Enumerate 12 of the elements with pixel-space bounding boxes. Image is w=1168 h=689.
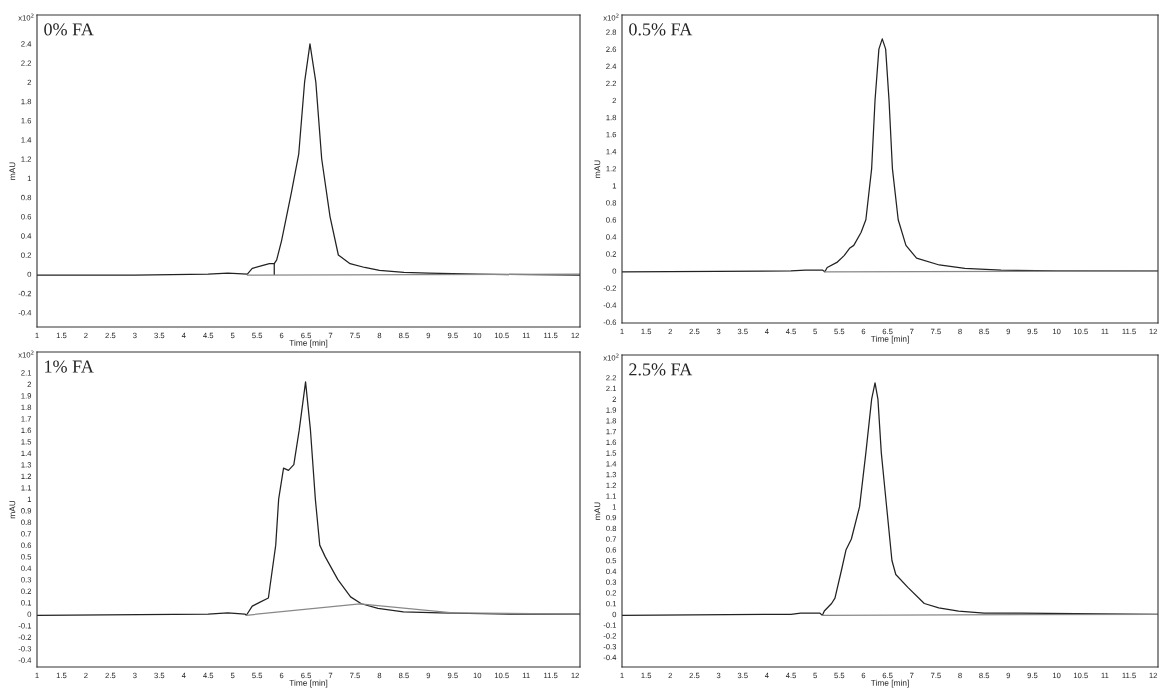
y-axis-title: mAU <box>594 502 601 520</box>
x-axis-title: Time [min] <box>870 679 909 688</box>
chart-title: 0.5% FA <box>629 23 693 36</box>
x-axis-title: Time [min] <box>289 339 328 348</box>
x-axis-title: Time [min] <box>870 335 909 344</box>
y-axis-title: mAU <box>9 162 16 180</box>
chart-title: 1% FA <box>45 360 94 373</box>
y-axis-title: mAU <box>9 500 16 519</box>
chart-title: 0% FA <box>44 23 94 36</box>
chart-title: 2.5% FA <box>629 363 693 376</box>
x-axis-title: Time [min] <box>289 679 328 688</box>
y-axis-title: mAU <box>594 160 601 178</box>
